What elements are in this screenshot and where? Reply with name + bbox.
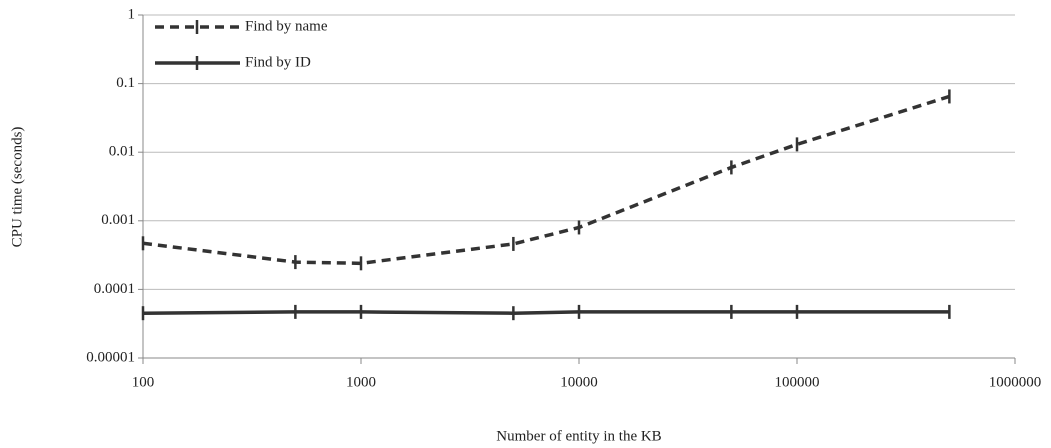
y-tick-label: 1 [128,6,136,22]
series-line [142,94,950,266]
x-tick-label: 1000000 [989,374,1042,390]
x-tick-label: 100 [132,374,155,390]
legend-label: Find by ID [245,54,311,70]
x-tick-label: 1000 [346,374,376,390]
series-line [142,310,950,315]
legend-label: Find by name [245,18,328,34]
y-tick-label: 0.00001 [86,349,135,365]
x-tick-label: 10000 [560,374,598,390]
y-tick-label: 0.0001 [94,281,135,297]
y-tick-label: 0.01 [109,144,135,160]
x-tick-label: 100000 [775,374,820,390]
y-tick-label: 0.001 [101,212,135,228]
y-tick-label: 0.1 [116,75,135,91]
x-axis-label: Number of entity in the KB [496,428,661,444]
y-axis-label: CPU time (seconds) [9,127,25,248]
